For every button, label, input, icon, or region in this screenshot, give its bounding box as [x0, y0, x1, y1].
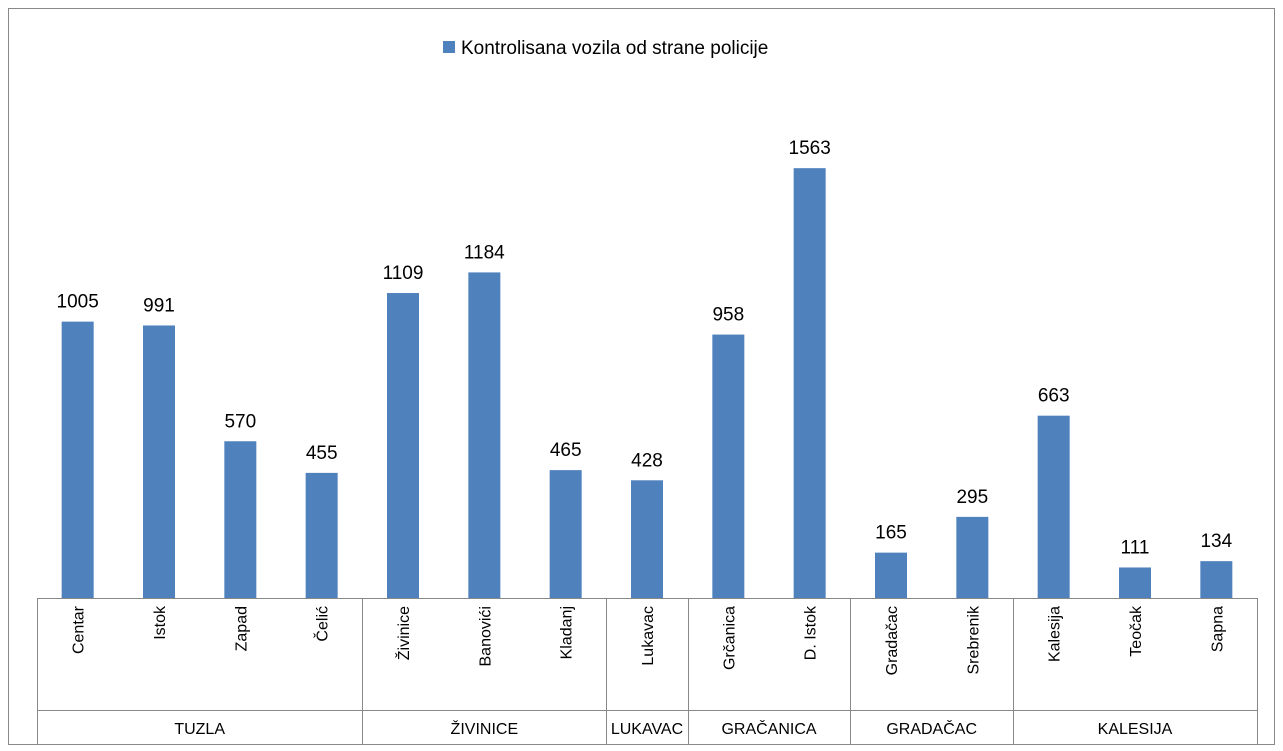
bar: [631, 480, 663, 598]
bar: [387, 293, 419, 598]
data-label: 455: [306, 443, 338, 464]
chart-frame: [8, 8, 1275, 745]
group-label: LUKAVAC: [611, 721, 683, 738]
x-tick-label: Grčanica: [721, 606, 738, 670]
x-tick-label: Srebrenik: [965, 605, 982, 674]
group-label: TUZLA: [174, 721, 225, 738]
group-label: KALESIJA: [1098, 721, 1173, 738]
x-tick-label: Istok: [152, 605, 169, 640]
data-label: 165: [875, 523, 907, 544]
data-label: 958: [712, 305, 744, 326]
data-label: 1005: [57, 292, 99, 313]
bar: [1200, 561, 1233, 598]
bar: [143, 325, 175, 598]
data-label: 1109: [383, 263, 424, 284]
data-label: 134: [1200, 531, 1232, 552]
data-label: 111: [1121, 537, 1150, 558]
data-label: 663: [1038, 386, 1070, 407]
bar: [1037, 415, 1070, 598]
x-tick-label: D. Istok: [803, 605, 820, 660]
group-label: GRADAČAC: [886, 719, 977, 738]
bar: [793, 168, 826, 599]
x-tick-label: Živinice: [394, 606, 413, 660]
x-tick-label: Kalesija: [1047, 606, 1064, 662]
x-tick-label: Teočak: [1128, 605, 1145, 657]
data-label: 991: [143, 295, 175, 316]
x-tick-label: Centar: [71, 605, 88, 654]
bar: [1119, 567, 1151, 598]
x-tick-label: Zapad: [233, 606, 250, 651]
bar: [549, 470, 582, 598]
group-label: GRAČANICA: [721, 719, 816, 738]
legend-label: Kontrolisana vozila od strane policije: [461, 38, 768, 59]
bar: [468, 272, 501, 598]
x-tick-label: Čelić: [313, 606, 332, 642]
bar: [712, 334, 745, 598]
group-label: ŽIVINICE: [451, 719, 519, 738]
data-label: 428: [631, 450, 663, 471]
data-label: 295: [956, 487, 988, 508]
data-label: 570: [224, 411, 256, 432]
bar: [875, 552, 907, 598]
data-label: 1184: [464, 242, 505, 263]
x-tick-label: Sapna: [1209, 606, 1226, 652]
x-tick-label: Lukavac: [640, 606, 657, 666]
bar: [956, 516, 989, 598]
x-tick-label: Kladanj: [559, 606, 576, 659]
x-tick-label: Gradačac: [884, 606, 901, 675]
legend-swatch: [443, 41, 455, 53]
data-label: 465: [550, 440, 582, 461]
bar: [305, 472, 338, 598]
x-tick-label: Banovići: [477, 606, 494, 666]
bar: [61, 321, 94, 598]
bar: [224, 441, 257, 598]
data-label: 1563: [789, 138, 831, 159]
